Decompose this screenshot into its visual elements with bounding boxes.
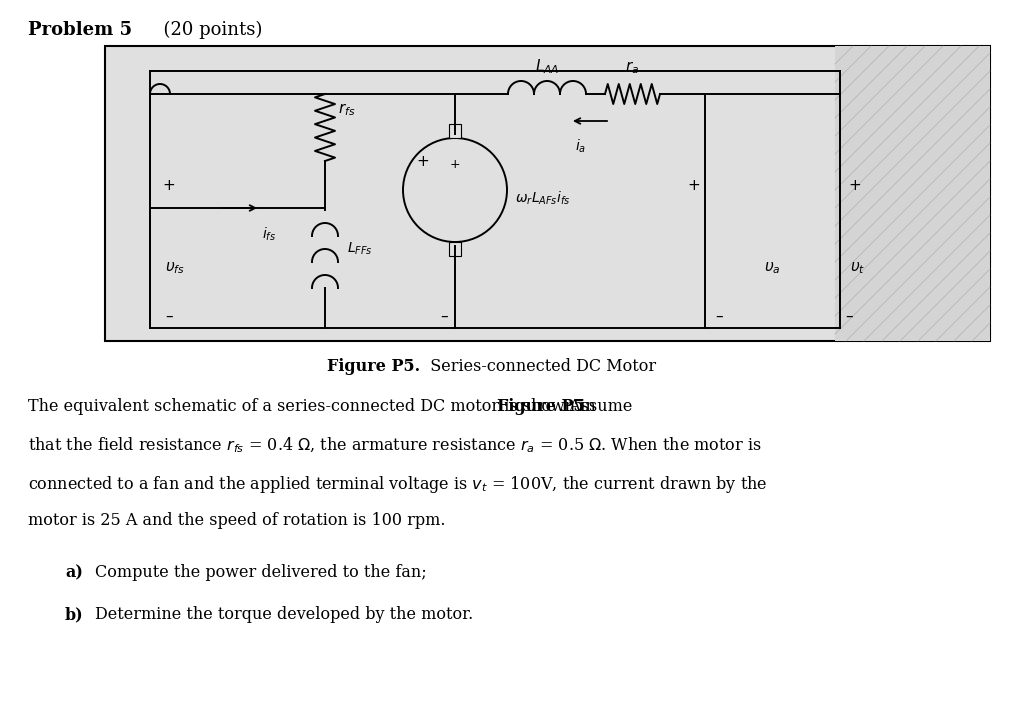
Bar bbox=[449, 124, 461, 138]
Text: Compute the power delivered to the fan;: Compute the power delivered to the fan; bbox=[95, 564, 427, 581]
Text: $i_{fs}$: $i_{fs}$ bbox=[262, 226, 276, 243]
Text: $\upsilon_{fs}$: $\upsilon_{fs}$ bbox=[165, 260, 185, 276]
Text: The equivalent schematic of a series-connected DC motor is shown in: The equivalent schematic of a series-con… bbox=[28, 398, 601, 415]
Text: $r_{fs}$: $r_{fs}$ bbox=[338, 101, 355, 118]
Text: $L_{AA}$: $L_{AA}$ bbox=[535, 57, 559, 76]
Text: +: + bbox=[417, 155, 429, 170]
Text: –: – bbox=[165, 309, 173, 324]
Text: –: – bbox=[715, 309, 723, 324]
Bar bbox=[835, 46, 990, 341]
Text: a): a) bbox=[65, 564, 83, 581]
Text: Problem 5: Problem 5 bbox=[28, 21, 132, 39]
Text: Figure P5.: Figure P5. bbox=[327, 358, 420, 375]
Text: $r_a$: $r_a$ bbox=[626, 59, 640, 76]
Text: $\upsilon_t$: $\upsilon_t$ bbox=[850, 260, 865, 276]
Text: . Assume: . Assume bbox=[559, 398, 633, 415]
Text: connected to a fan and the applied terminal voltage is $v_t$ = 100V, the current: connected to a fan and the applied termi… bbox=[28, 474, 767, 495]
Bar bbox=[105, 46, 990, 341]
Text: +: + bbox=[848, 178, 861, 193]
Text: $L_{FFs}$: $L_{FFs}$ bbox=[347, 241, 373, 257]
Text: motor is 25 A and the speed of rotation is 100 rpm.: motor is 25 A and the speed of rotation … bbox=[28, 512, 445, 529]
Text: +: + bbox=[162, 178, 175, 193]
Text: Determine the torque developed by the motor.: Determine the torque developed by the mo… bbox=[95, 606, 473, 623]
Text: +: + bbox=[687, 178, 699, 193]
Text: –: – bbox=[845, 309, 853, 324]
Text: $i_a$: $i_a$ bbox=[575, 138, 586, 155]
Text: +: + bbox=[450, 158, 461, 172]
Text: b): b) bbox=[65, 606, 84, 623]
Text: Series-connected DC Motor: Series-connected DC Motor bbox=[420, 358, 656, 375]
Text: (20 points): (20 points) bbox=[152, 21, 262, 39]
Text: Figure P5: Figure P5 bbox=[498, 398, 585, 415]
Bar bbox=[449, 242, 461, 256]
Text: $\upsilon_a$: $\upsilon_a$ bbox=[764, 260, 781, 276]
Text: –: – bbox=[440, 309, 447, 324]
Text: $\omega_r L_{AFs} i_{fs}$: $\omega_r L_{AFs} i_{fs}$ bbox=[515, 189, 570, 207]
Text: that the field resistance $r_{fs}$ = 0.4 $\Omega$, the armature resistance $r_a$: that the field resistance $r_{fs}$ = 0.4… bbox=[28, 436, 762, 455]
